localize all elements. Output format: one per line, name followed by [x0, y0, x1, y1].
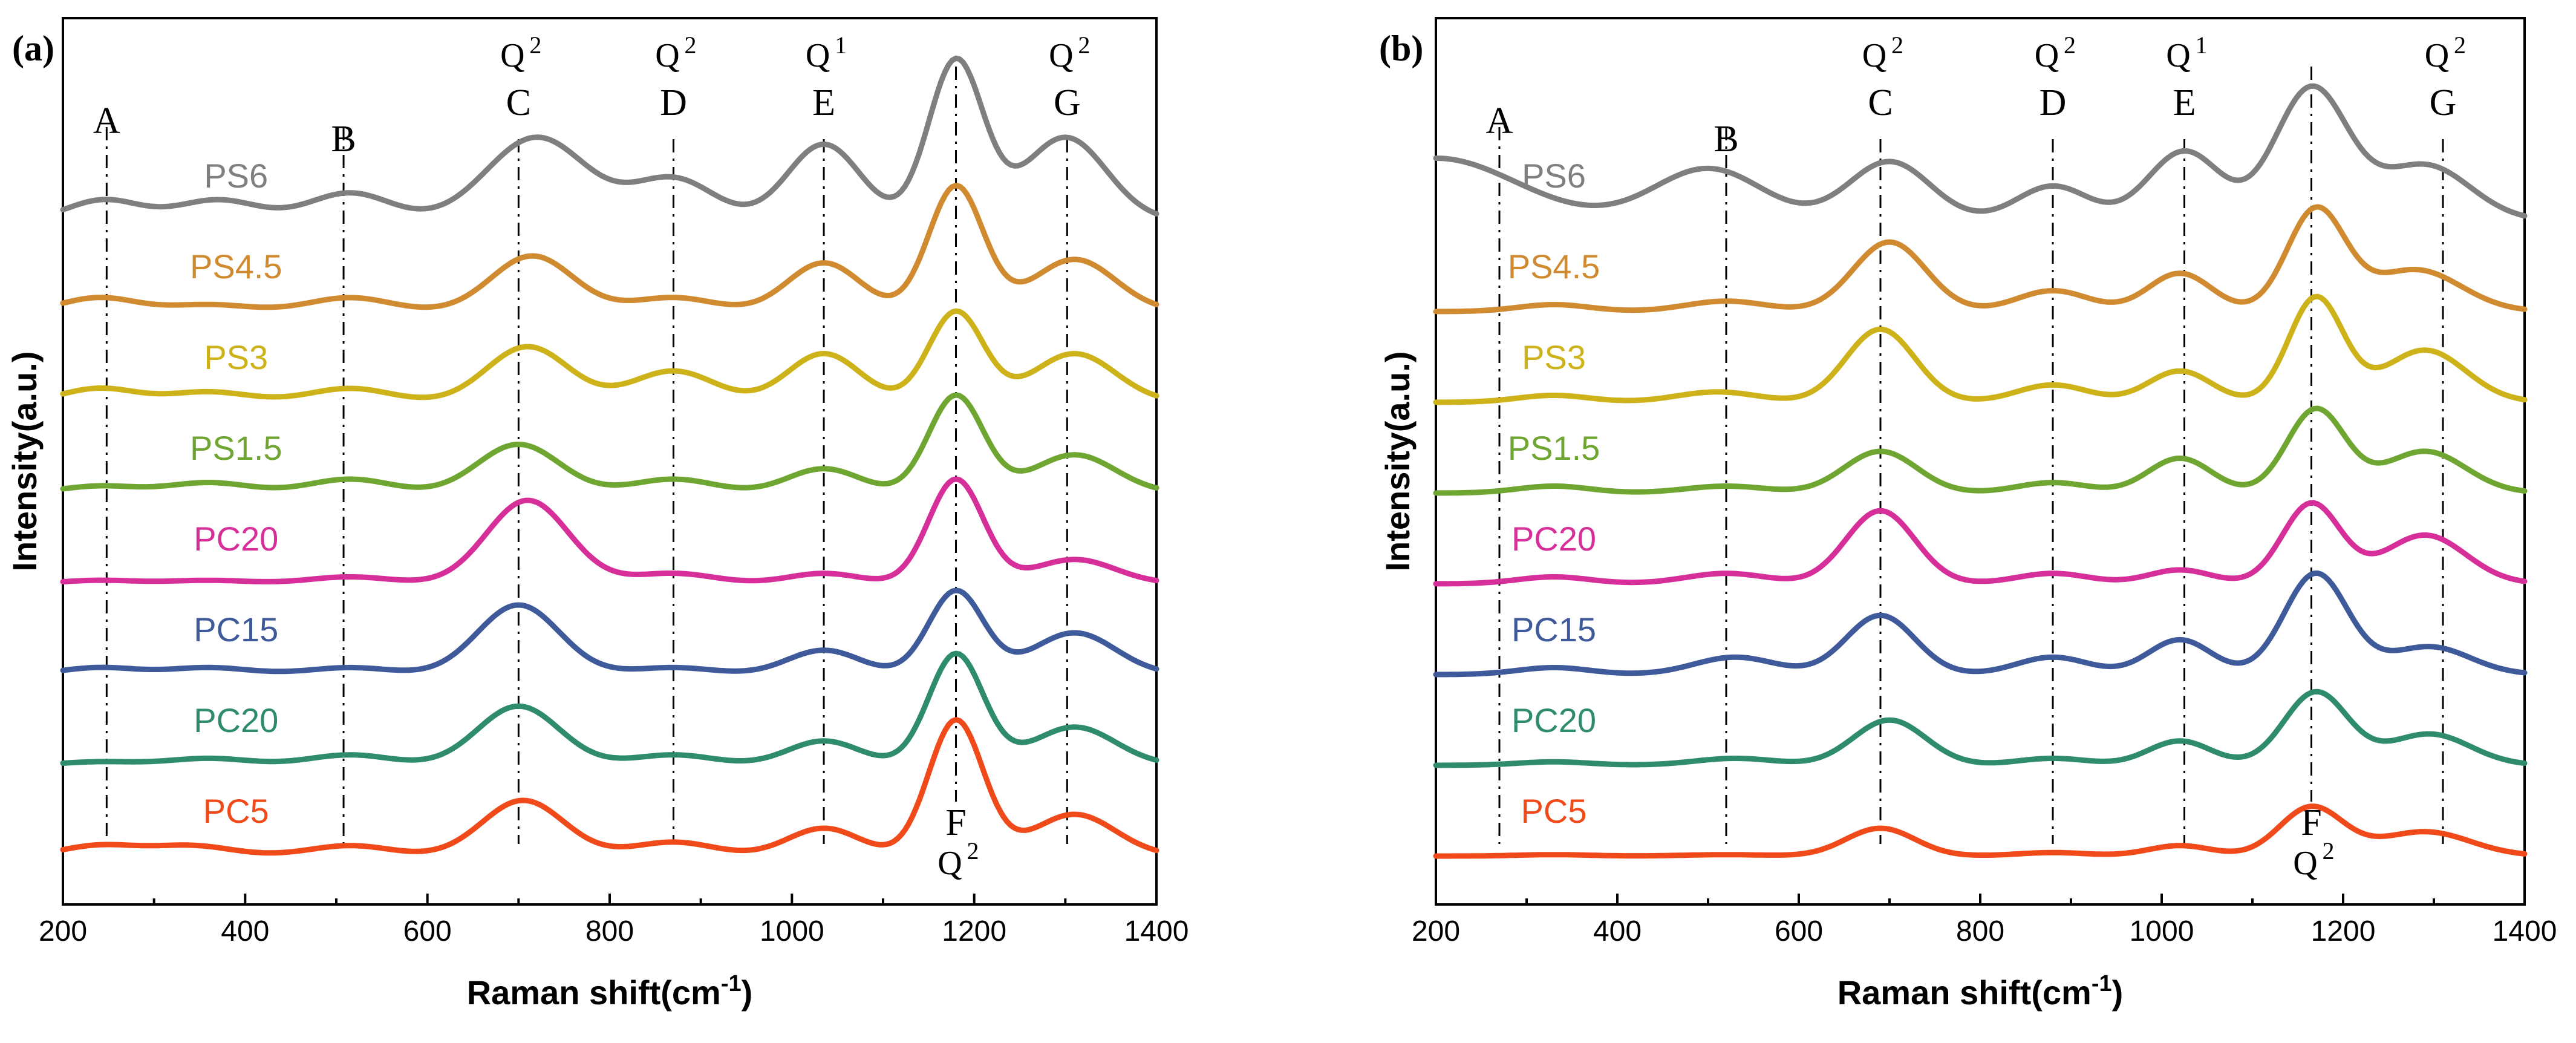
series-line-pc5: [1433, 803, 2528, 859]
series-label: PC15: [194, 610, 278, 649]
x-axis-title-sup: -1: [721, 971, 742, 996]
peak-q-superscript: 2: [1891, 31, 1903, 59]
peak-q-superscript: 1: [2196, 31, 2208, 59]
series-line-ps6: [1433, 83, 2528, 219]
series-line-pc20: [60, 476, 1159, 584]
series-label: PS3: [204, 338, 268, 376]
series-line-ps3: [1433, 293, 2528, 405]
x-tick-label: 1000: [760, 915, 824, 947]
series-label: PS3: [1522, 338, 1586, 376]
peak-letter-label: E: [812, 82, 835, 123]
series-label: PC20: [1511, 520, 1596, 558]
peak-q-label: Q: [2166, 37, 2190, 74]
series-label: PS6: [1522, 157, 1586, 195]
x-axis-title: Raman shift(cm-1): [467, 971, 753, 1012]
series-line-pc15: [60, 587, 1159, 675]
series-line-ps6: [60, 55, 1159, 217]
x-tick-label: 1000: [2130, 915, 2194, 947]
peak-letter-label: D: [660, 82, 687, 123]
panel-label: (a): [12, 28, 54, 68]
x-tick-label: 800: [1956, 915, 2004, 947]
peak-q-superscript: 2: [2064, 31, 2076, 59]
peak-letter-label: A: [93, 100, 120, 142]
series-label: PC20: [1511, 701, 1596, 739]
series-line-ps1-5: [60, 392, 1159, 492]
peak-q-superscript: 2: [967, 837, 979, 865]
peak-letter-label: C: [506, 82, 531, 123]
peak-letter-label: G: [1054, 82, 1081, 123]
peak-q-label: Q: [655, 37, 679, 74]
series-label: PS1.5: [190, 429, 282, 467]
peak-q-superscript: 1: [835, 31, 847, 59]
peak-q-label: Q: [806, 37, 830, 74]
x-axis-title-main: Raman shift(cm: [1837, 973, 2092, 1012]
y-axis-title: Intensity(a.u.): [1378, 351, 1417, 571]
x-tick-label: 1200: [942, 915, 1006, 947]
peak-q-label: Q: [2035, 37, 2059, 74]
x-tick-label: 800: [585, 915, 634, 947]
peak-q-label: Q: [2293, 845, 2317, 882]
series-line-pc15: [1433, 570, 2528, 678]
series-label: PC5: [203, 792, 269, 830]
peak-q-label: Q: [1049, 37, 1073, 74]
x-axis-title-tail: ): [2112, 973, 2124, 1012]
peak-q-superscript: 2: [2323, 837, 2335, 865]
x-axis-title: Raman shift(cm-1): [1837, 971, 2124, 1012]
peak-letter-label: D: [2040, 82, 2067, 123]
series-label: PS4.5: [1508, 247, 1600, 286]
x-tick-label: 1200: [2311, 915, 2376, 947]
peak-q-superscript: 2: [529, 31, 541, 59]
x-tick-label: 1400: [2493, 915, 2557, 947]
series-label: PC5: [1521, 792, 1587, 830]
x-tick-label: 200: [1412, 915, 1460, 947]
series-line-pc20: [1433, 688, 2528, 768]
series-line-ps3: [60, 308, 1159, 401]
peak-q-superscript: 2: [2454, 31, 2466, 59]
peak-q-superscript: 2: [684, 31, 696, 59]
peak-q-label: Q: [1862, 37, 1886, 74]
peak-q-superscript: 2: [1078, 31, 1090, 59]
x-tick-label: 200: [39, 915, 87, 947]
panel-a: (a) 200 400 600 800 1000 1200 1400 Raman shift(c…: [5, 17, 1189, 1012]
series-label: PC15: [1511, 610, 1596, 649]
series-line-pc5: [60, 717, 1159, 856]
y-axis-title: Intensity(a.u.): [5, 351, 44, 571]
peak-letter-label: E: [2173, 82, 2196, 123]
peak-letter-label: F: [945, 802, 966, 843]
series-label: PC20: [194, 701, 278, 739]
x-axis-title-main: Raman shift(cm: [467, 973, 721, 1012]
peak-q-label: Q: [500, 37, 524, 74]
peak-q-label: Q: [937, 845, 962, 882]
x-tick-label: 400: [1593, 915, 1642, 947]
x-tick-label: 1400: [1124, 915, 1189, 947]
series-label: PC20: [194, 520, 278, 558]
series-label: PS1.5: [1508, 429, 1600, 467]
peak-letter-label: B: [1714, 119, 1738, 160]
panel-b: (b) 200 400 600 800 1000 1200 1400 Raman shift(c…: [1378, 17, 2557, 1012]
series-label: PS6: [204, 157, 268, 195]
series-line-pc20: [60, 650, 1159, 766]
x-tick-label: 600: [1775, 915, 1823, 947]
panel-label: (b): [1379, 28, 1423, 68]
series-line-pc20: [1433, 500, 2528, 587]
peak-letter-label: C: [1868, 82, 1893, 123]
series-line-ps1-5: [1433, 405, 2528, 496]
series-line-ps4-5: [60, 183, 1159, 310]
x-axis-title-tail: ): [742, 973, 753, 1012]
x-tick-label: 600: [403, 915, 452, 947]
peak-q-label: Q: [2425, 37, 2449, 74]
x-axis-title-sup: -1: [2092, 971, 2112, 996]
peak-letter-label: G: [2430, 82, 2457, 123]
series-label: PS4.5: [190, 247, 282, 286]
peak-letter-label: B: [331, 119, 356, 160]
series-line-ps4-5: [1433, 204, 2528, 315]
x-tick-label: 400: [221, 915, 269, 947]
peak-letter-label: A: [1486, 100, 1513, 142]
